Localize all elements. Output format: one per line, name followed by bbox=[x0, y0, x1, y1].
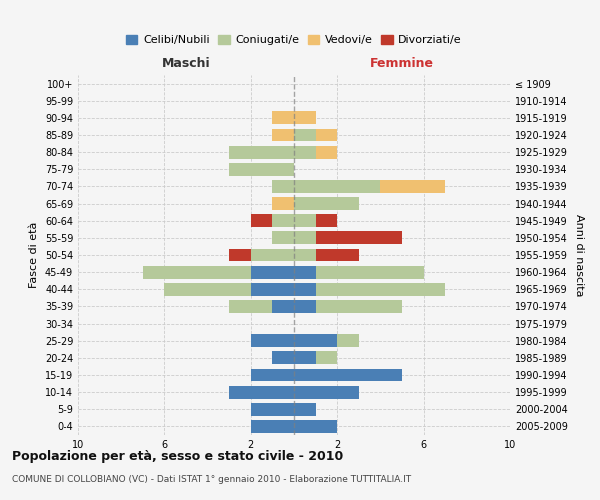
Bar bbox=[251, 266, 294, 278]
Bar bbox=[294, 197, 359, 210]
Bar bbox=[164, 283, 251, 296]
Bar bbox=[251, 334, 294, 347]
Bar bbox=[294, 420, 337, 433]
Bar bbox=[143, 266, 251, 278]
Bar bbox=[272, 214, 294, 227]
Bar bbox=[294, 266, 316, 278]
Bar bbox=[294, 248, 316, 262]
Bar bbox=[272, 112, 294, 124]
Bar bbox=[229, 146, 294, 158]
Bar bbox=[229, 386, 294, 398]
Bar bbox=[316, 283, 445, 296]
Text: Popolazione per età, sesso e stato civile - 2010: Popolazione per età, sesso e stato civil… bbox=[12, 450, 343, 463]
Text: Femmine: Femmine bbox=[370, 57, 434, 70]
Legend: Celibi/Nubili, Coniugati/e, Vedovi/e, Divorziati/e: Celibi/Nubili, Coniugati/e, Vedovi/e, Di… bbox=[122, 30, 466, 50]
Bar bbox=[272, 128, 294, 141]
Bar bbox=[251, 248, 294, 262]
Bar bbox=[294, 180, 380, 193]
Y-axis label: Fasce di età: Fasce di età bbox=[29, 222, 39, 288]
Bar bbox=[272, 232, 294, 244]
Bar bbox=[316, 146, 337, 158]
Bar bbox=[272, 197, 294, 210]
Bar bbox=[316, 300, 402, 313]
Text: Maschi: Maschi bbox=[161, 57, 211, 70]
Bar bbox=[251, 403, 294, 415]
Bar bbox=[294, 386, 359, 398]
Bar bbox=[380, 180, 445, 193]
Bar bbox=[294, 214, 316, 227]
Bar bbox=[316, 128, 337, 141]
Bar bbox=[229, 163, 294, 175]
Y-axis label: Anni di nascita: Anni di nascita bbox=[574, 214, 584, 296]
Bar bbox=[316, 352, 337, 364]
Bar bbox=[272, 352, 294, 364]
Bar bbox=[229, 300, 272, 313]
Bar bbox=[294, 352, 316, 364]
Bar bbox=[337, 334, 359, 347]
Bar bbox=[294, 112, 316, 124]
Bar bbox=[229, 248, 251, 262]
Bar bbox=[251, 283, 294, 296]
Text: COMUNE DI COLLOBIANO (VC) - Dati ISTAT 1° gennaio 2010 - Elaborazione TUTTITALIA: COMUNE DI COLLOBIANO (VC) - Dati ISTAT 1… bbox=[12, 475, 411, 484]
Bar bbox=[294, 283, 316, 296]
Bar bbox=[272, 180, 294, 193]
Bar bbox=[294, 146, 316, 158]
Bar bbox=[272, 300, 294, 313]
Bar bbox=[294, 403, 316, 415]
Bar bbox=[294, 334, 337, 347]
Bar bbox=[316, 232, 402, 244]
Bar bbox=[251, 214, 272, 227]
Bar bbox=[294, 368, 402, 382]
Bar bbox=[251, 420, 294, 433]
Bar bbox=[316, 214, 337, 227]
Bar bbox=[251, 368, 294, 382]
Bar bbox=[294, 300, 316, 313]
Bar bbox=[316, 248, 359, 262]
Bar bbox=[294, 232, 316, 244]
Bar bbox=[294, 128, 316, 141]
Bar bbox=[316, 266, 424, 278]
